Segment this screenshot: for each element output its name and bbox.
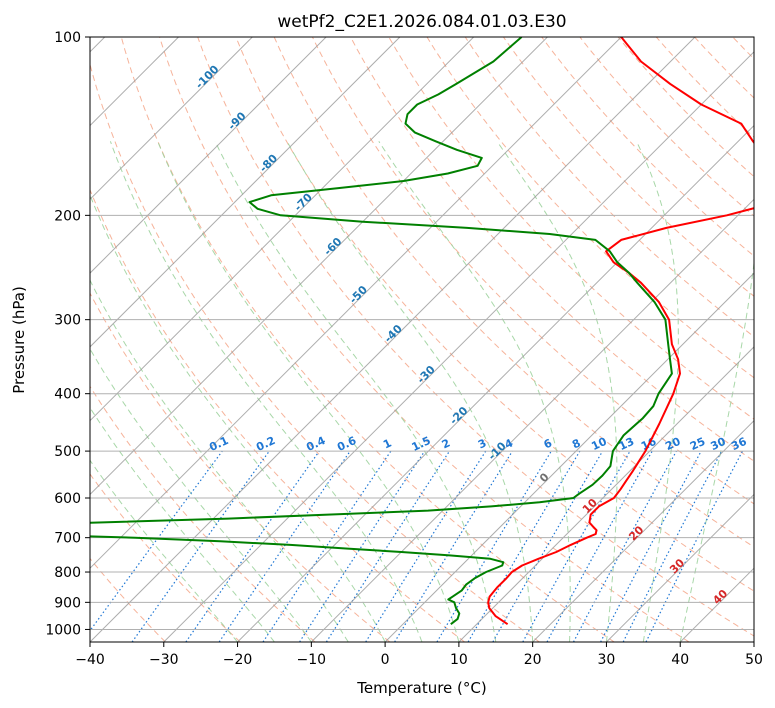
isotherm-line: [90, 37, 475, 422]
isotherm-line: [90, 37, 622, 569]
x-tick-label: −30: [149, 652, 179, 668]
mixing-ratio-line: [572, 450, 677, 642]
dry-adiabat-line: [311, 37, 754, 505]
mixing-ratio-line: [218, 450, 351, 642]
dry-adiabat-line: [273, 37, 754, 548]
sounding-series: [90, 37, 754, 626]
mixing-ratio-line: [522, 450, 631, 642]
mixing-ratio-label: 25: [688, 435, 707, 453]
isotherm-line: [606, 493, 754, 642]
mixing-ratio-line: [394, 450, 513, 642]
x-tick-label: −10: [297, 652, 327, 668]
x-axis-label: Temperature (°C): [356, 679, 486, 697]
y-tick-label: 100: [54, 30, 81, 46]
isotherm-line: [90, 37, 327, 274]
dry-adiabat-line: [90, 473, 241, 642]
x-tick-label: −20: [223, 652, 253, 668]
mixing-ratio-line: [185, 450, 320, 642]
mixing-ratio-line: [325, 450, 450, 642]
chart-title: wetPf2_C2E1.2026.084.01.03.E30: [277, 12, 566, 32]
isotherm-line: [90, 37, 253, 201]
y-tick-label: 800: [54, 565, 81, 581]
mixing-ratio-line: [262, 450, 392, 642]
mixing-ratio-line: [546, 450, 653, 642]
y-tick-label: 300: [54, 313, 81, 329]
plot-frame: [89, 36, 755, 643]
mixing-ratio-line: [131, 450, 270, 642]
y-tick-label: 500: [54, 444, 81, 460]
y-tick-label: 600: [54, 491, 81, 507]
x-tick-label: 20: [524, 652, 542, 668]
dry-adiabat-line: [350, 37, 754, 462]
dry-adiabat-line: [235, 37, 754, 592]
y-tick-label: 200: [54, 208, 81, 224]
isotherm-line: [532, 419, 754, 642]
isotherm-line: [310, 198, 754, 642]
dry-adiabat-line: [90, 292, 391, 642]
x-tick-label: 50: [745, 652, 763, 668]
x-tick-label: 0: [381, 652, 390, 668]
dewpoint-line: [90, 37, 673, 625]
mixing-ratio-label: 36: [729, 435, 749, 453]
y-axis-label: Pressure (hPa): [10, 286, 28, 394]
mixing-ratio-line: [90, 450, 223, 632]
isotherm-line: [90, 37, 548, 496]
y-tick-label: 1000: [45, 622, 81, 638]
dry-adiabat-line: [464, 37, 754, 338]
y-tick-label: 700: [54, 531, 81, 547]
y-tick-label: 900: [54, 595, 81, 611]
dry-adiabat-line: [90, 385, 316, 642]
dry-adiabat-line: [388, 37, 754, 420]
x-tick-label: −40: [75, 652, 105, 668]
mixing-ratio-line: [645, 450, 744, 642]
isotherm-line: [90, 37, 696, 642]
dry-adiabat-line: [90, 188, 465, 642]
dry-adiabat-line: [502, 37, 754, 297]
dry-adiabat-line: [120, 37, 615, 642]
isotherm-line: [90, 37, 401, 348]
y-tick-label: 400: [54, 387, 81, 403]
mixing-ratio-line: [299, 450, 426, 642]
isotherm-line: [237, 124, 754, 642]
isotherm-line: [163, 51, 754, 642]
dry-adiabat-line: [159, 37, 690, 642]
y-axis: 1000 900 800 700 600 500 400 300 200 100: [45, 30, 90, 638]
dry-adiabat-line: [90, 62, 540, 642]
x-axis: −40 −30 −20 −10 0 10 20 30 40 50: [75, 642, 763, 668]
temperature-line: [487, 37, 754, 626]
mixing-ratio-label: 20: [663, 435, 683, 453]
mixing-ratio-label: 10: [589, 435, 609, 453]
mixing-ratio-label: 30: [709, 435, 729, 453]
x-tick-label: 30: [598, 652, 616, 668]
background-lines: [90, 37, 754, 642]
x-tick-label: 40: [671, 652, 689, 668]
x-tick-label: 10: [450, 652, 468, 668]
isotherm-line: [458, 346, 754, 642]
isotherm-line: [384, 272, 754, 642]
